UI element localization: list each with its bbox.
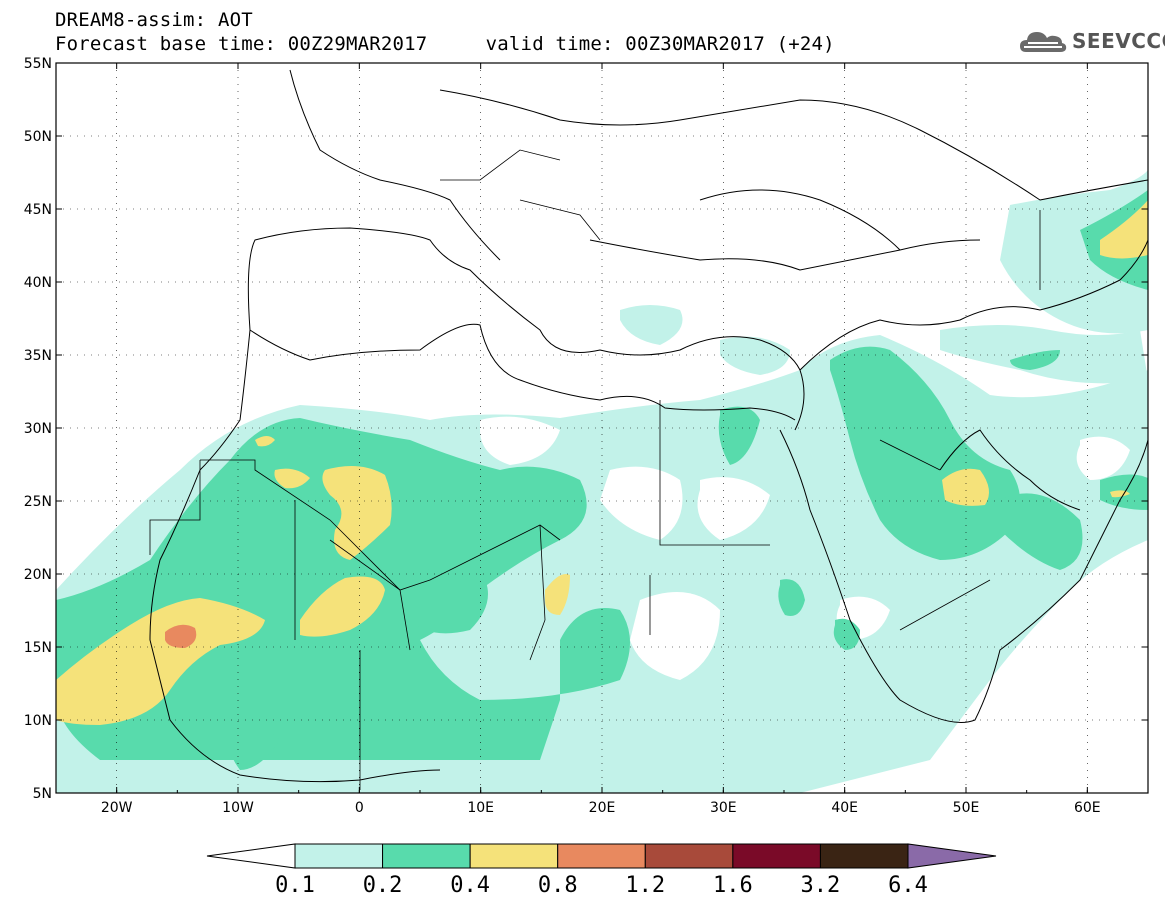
colorbar-segment — [644, 843, 734, 869]
colorbar-segment — [469, 843, 559, 869]
axis-ticks: 55N 50N 45N 40N 35N 30N 25N 20N 15N 10N 5N 20W 10W 0 1… — [24, 56, 1149, 816]
logo-text: SEEVCCC — [1072, 29, 1165, 53]
forecast-time-label: Forecast base time: 00Z29MAR2017 valid t… — [55, 33, 835, 55]
coastlines — [149, 69, 1148, 783]
lat-tick-label: 15N — [24, 640, 52, 656]
lat-tick-label: 25N — [24, 494, 52, 510]
colorbar-label: 1.6 — [713, 873, 753, 898]
colorbar-segment — [732, 843, 821, 869]
lat-tick-label: 20N — [24, 567, 52, 583]
lon-tick-label: 10E — [467, 800, 494, 816]
lon-tick-label: 20E — [589, 800, 616, 816]
lat-tick-label: 55N — [24, 56, 52, 72]
colorbar-segment — [382, 843, 471, 869]
colorbar-segment — [557, 843, 646, 869]
colorbar-segment — [907, 843, 997, 869]
lon-tick-label: 20W — [101, 800, 133, 816]
colorbar-label: 0.2 — [363, 873, 403, 898]
colorbar: 0.1 0.2 0.4 0.8 1.2 1.6 3.2 6.4 — [206, 843, 997, 898]
cloud-icon — [1020, 32, 1067, 52]
colorbar-label: 0.8 — [538, 873, 578, 898]
borders — [149, 149, 1041, 790]
aot-level-0.4 — [56, 200, 1148, 725]
colorbar-segment — [819, 843, 909, 869]
colorbar-segment — [206, 843, 296, 869]
lon-tick-label: 50E — [953, 800, 980, 816]
lat-tick-label: 10N — [24, 713, 52, 729]
lon-tick-label: 30E — [710, 800, 737, 816]
aot-level-0.8 — [165, 624, 197, 648]
lon-tick-label: 40E — [831, 800, 858, 816]
lat-tick-label: 40N — [24, 275, 52, 291]
aot-shading — [56, 170, 1148, 793]
lat-tick-label: 50N — [24, 129, 52, 145]
colorbar-label: 3.2 — [801, 873, 841, 898]
lon-tick-label: 60E — [1074, 800, 1101, 816]
seevccc-logo: SEEVCCC — [1018, 24, 1165, 58]
gridlines — [56, 63, 1148, 793]
colorbar-label: 0.4 — [450, 873, 490, 898]
lat-tick-label: 35N — [24, 348, 52, 364]
colorbar-label: 6.4 — [888, 873, 928, 898]
colorbar-label: 1.2 — [625, 873, 665, 898]
lon-tick-label: 10W — [222, 800, 254, 816]
colorbar-segment — [294, 843, 384, 869]
lat-tick-label: 5N — [33, 786, 52, 802]
lon-tick-label: 0 — [355, 800, 364, 816]
lat-tick-label: 45N — [24, 202, 52, 218]
chart-title: DREAM8-assim: AOT — [55, 9, 253, 31]
lat-tick-label: 30N — [24, 421, 52, 437]
colorbar-label: 0.1 — [275, 873, 315, 898]
